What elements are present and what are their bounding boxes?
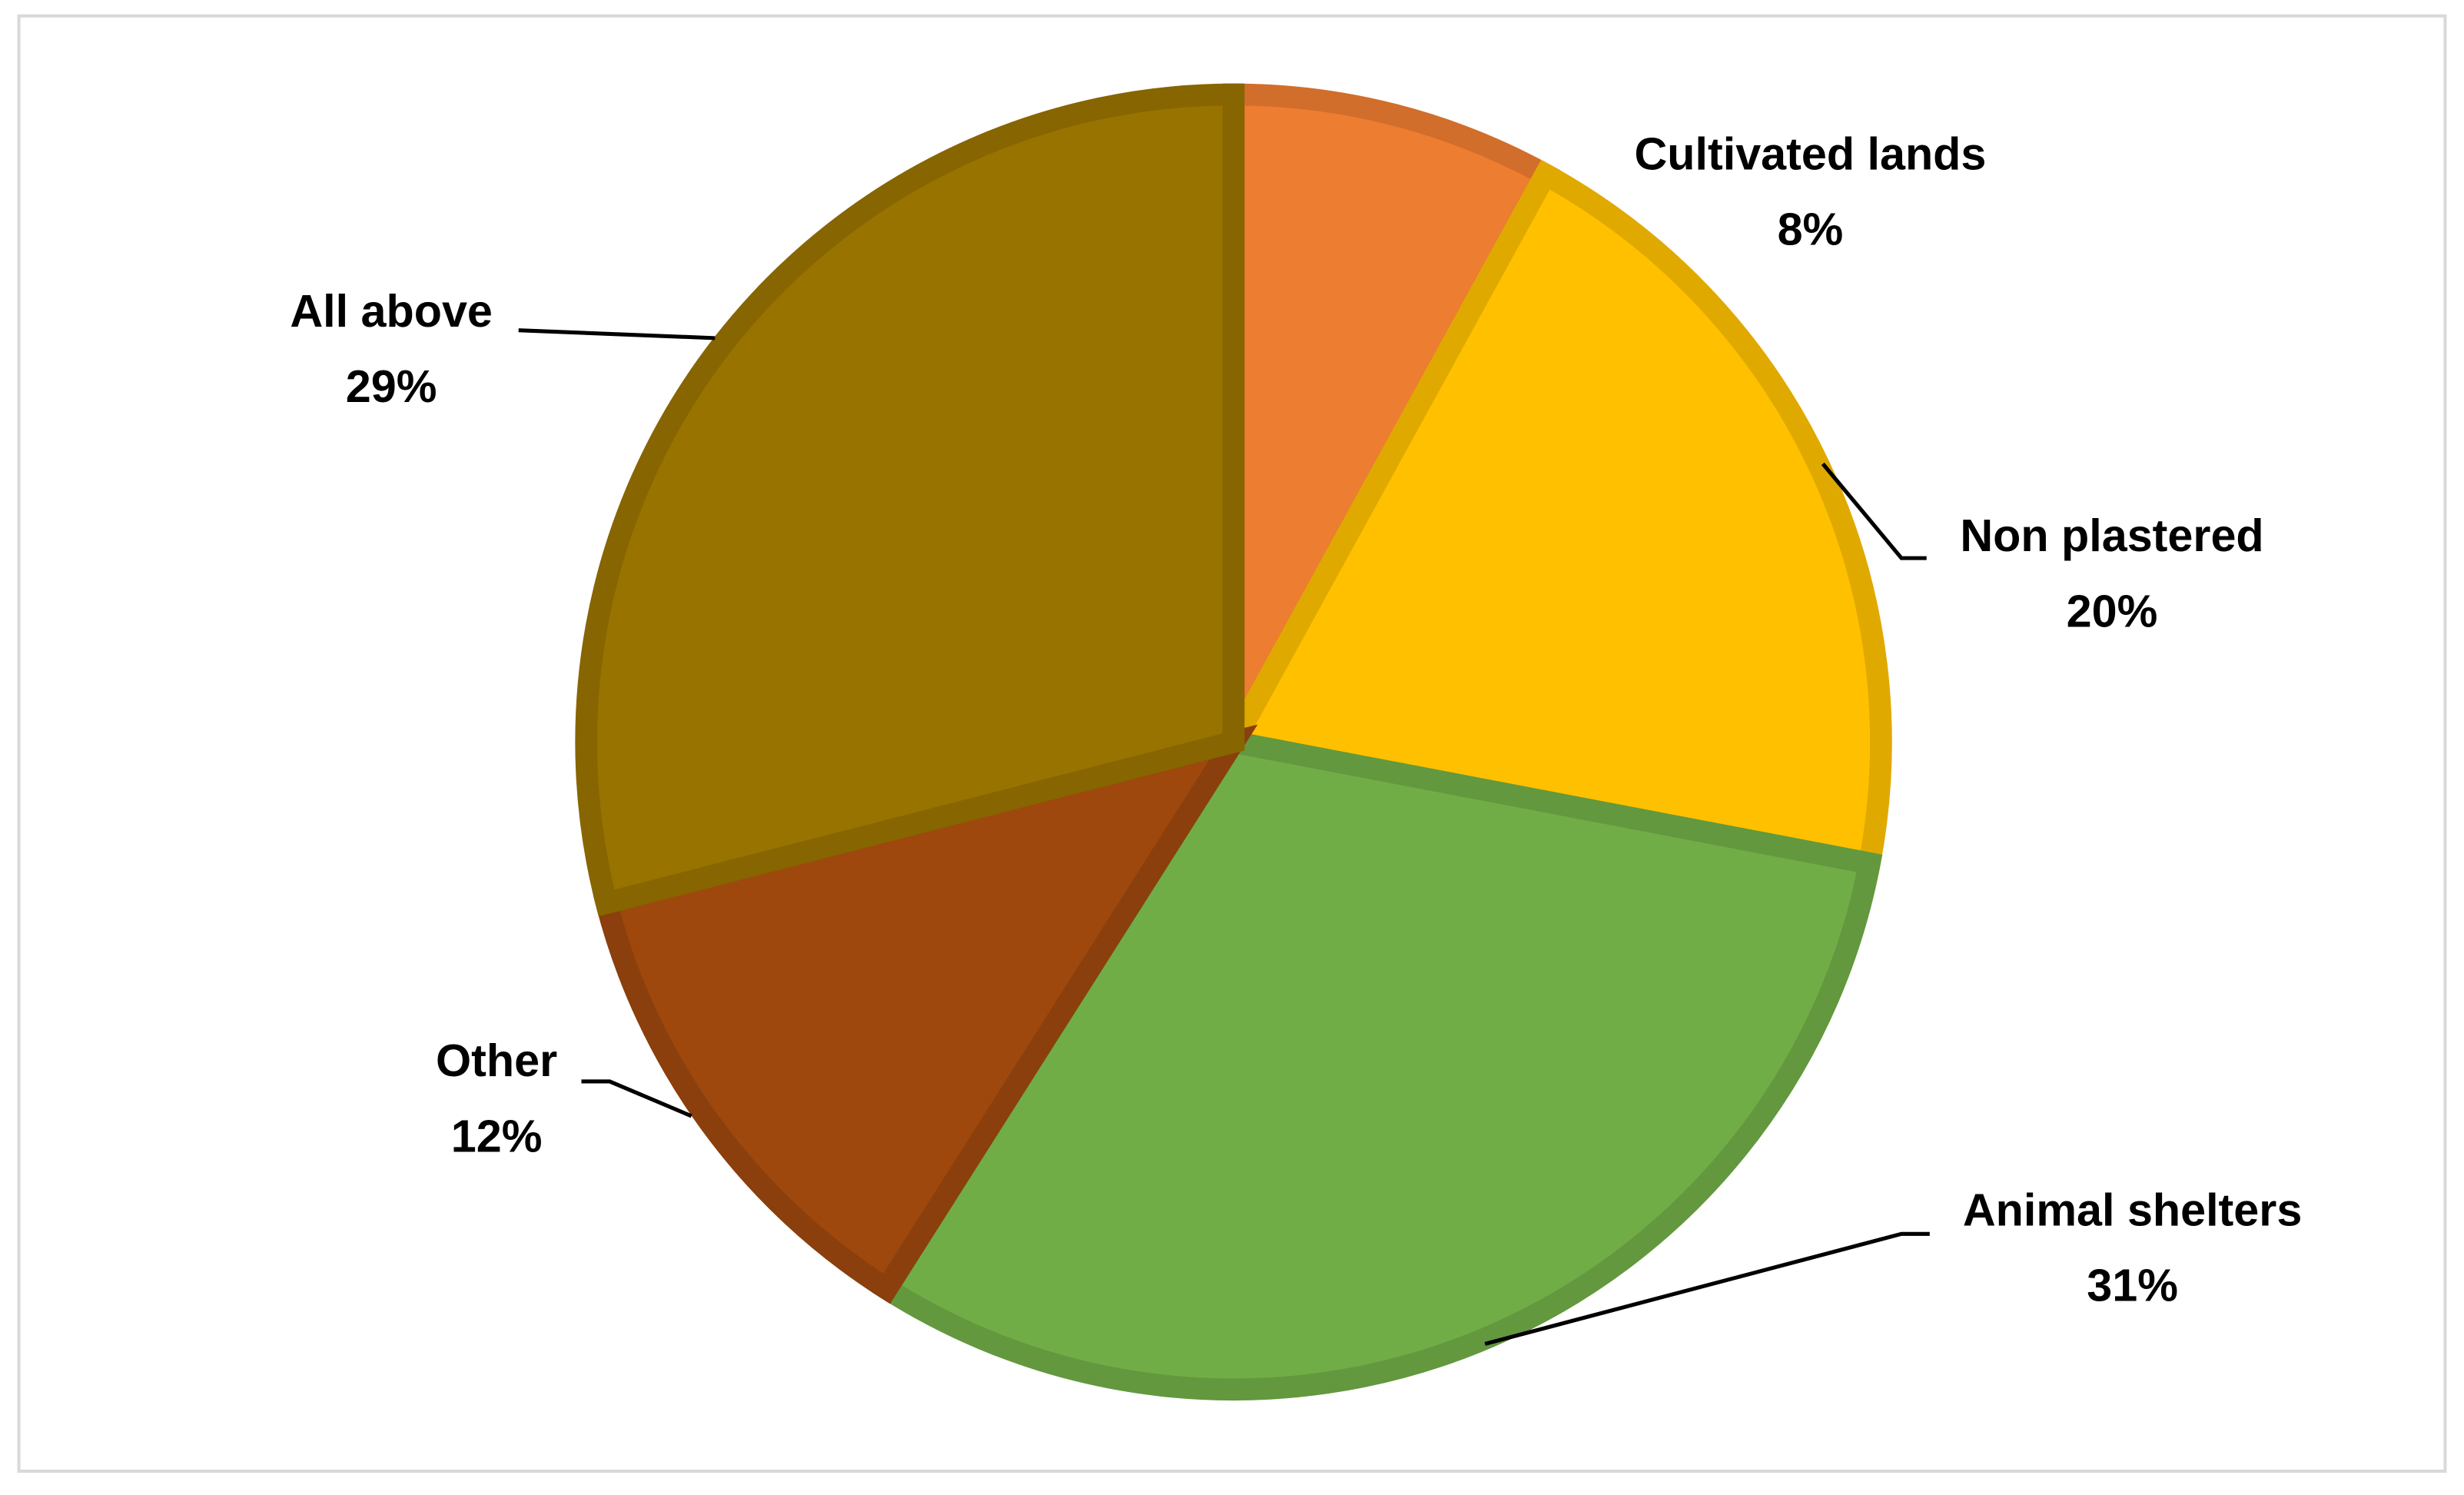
pie-slice	[1217, 159, 1892, 876]
slice-label: All above	[290, 285, 493, 337]
labels: Cultivated lands 8% Non plastered 20% Animal…	[290, 128, 2302, 1346]
value-label: 31%	[2087, 1260, 2178, 1311]
leader-line	[1484, 1231, 1930, 1346]
slice-label: Other	[436, 1035, 557, 1086]
value-label: 12%	[451, 1110, 543, 1161]
leader-line	[581, 1079, 692, 1118]
value-label: 29%	[346, 360, 437, 412]
pie-slice	[575, 83, 1245, 917]
value-label: 20%	[2067, 585, 2158, 636]
leader-line	[518, 328, 716, 341]
pie-slice	[593, 724, 1258, 1304]
leader-line	[1821, 462, 1927, 560]
value-label: 8%	[1778, 204, 1844, 255]
slice-label: Non plastered	[1960, 510, 2263, 561]
slice-label: Cultivated lands	[1634, 128, 1986, 179]
slice-label: Animal shelters	[1963, 1184, 2302, 1235]
pie	[575, 83, 1892, 1401]
